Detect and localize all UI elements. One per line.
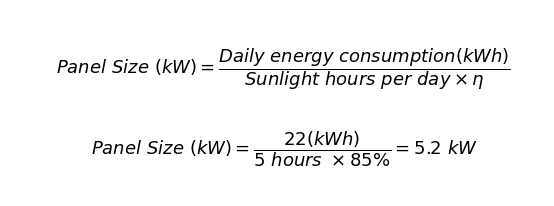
Text: $\mathit{Panel\ Size\ (kW)} = \dfrac{\mathit{Daily\ energy\ consumption(kWh)}}{\: $\mathit{Panel\ Size\ (kW)} = \dfrac{\ma… bbox=[57, 46, 511, 92]
Text: $\mathit{Panel\ Size\ (kW)} = \dfrac{\mathit{22(kWh)}}{\mathit{5\ hours\ \times : $\mathit{Panel\ Size\ (kW)} = \dfrac{\ma… bbox=[90, 129, 478, 168]
